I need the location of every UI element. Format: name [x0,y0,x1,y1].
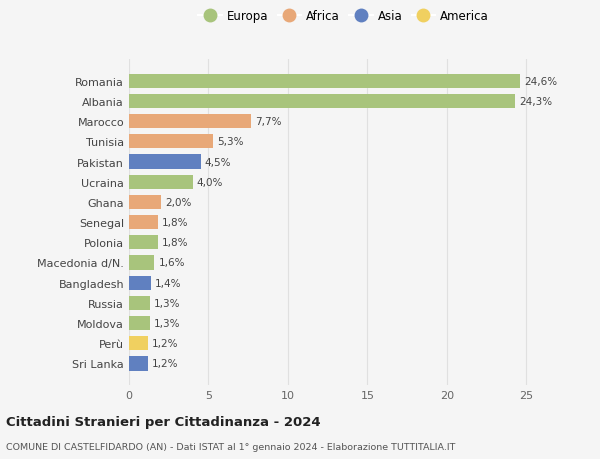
Text: 1,8%: 1,8% [161,218,188,228]
Bar [129,256,154,270]
Text: 1,6%: 1,6% [158,258,185,268]
Text: 4,0%: 4,0% [197,177,223,187]
Bar [129,316,149,330]
Text: 7,7%: 7,7% [256,117,282,127]
Text: COMUNE DI CASTELFIDARDO (AN) - Dati ISTAT al 1° gennaio 2024 - Elaborazione TUTT: COMUNE DI CASTELFIDARDO (AN) - Dati ISTA… [6,442,455,451]
Bar [129,74,520,89]
Text: 1,2%: 1,2% [152,339,179,348]
Text: 1,2%: 1,2% [152,358,179,369]
Text: 24,3%: 24,3% [519,97,552,106]
Bar [129,296,149,310]
Text: 5,3%: 5,3% [217,137,244,147]
Bar [129,115,251,129]
Text: 1,4%: 1,4% [155,278,182,288]
Text: 1,3%: 1,3% [154,319,180,328]
Text: Cittadini Stranieri per Cittadinanza - 2024: Cittadini Stranieri per Cittadinanza - 2… [6,415,320,428]
Legend: Europa, Africa, Asia, America: Europa, Africa, Asia, America [195,7,492,27]
Bar [129,357,148,371]
Text: 1,8%: 1,8% [161,238,188,248]
Text: 4,5%: 4,5% [205,157,231,167]
Bar [129,155,200,169]
Bar [129,236,158,250]
Bar [129,95,515,109]
Text: 24,6%: 24,6% [524,77,557,87]
Bar [129,135,213,149]
Text: 1,3%: 1,3% [154,298,180,308]
Bar [129,336,148,351]
Bar [129,175,193,190]
Bar [129,216,158,230]
Bar [129,276,151,290]
Text: 2,0%: 2,0% [165,197,191,207]
Bar [129,196,161,209]
